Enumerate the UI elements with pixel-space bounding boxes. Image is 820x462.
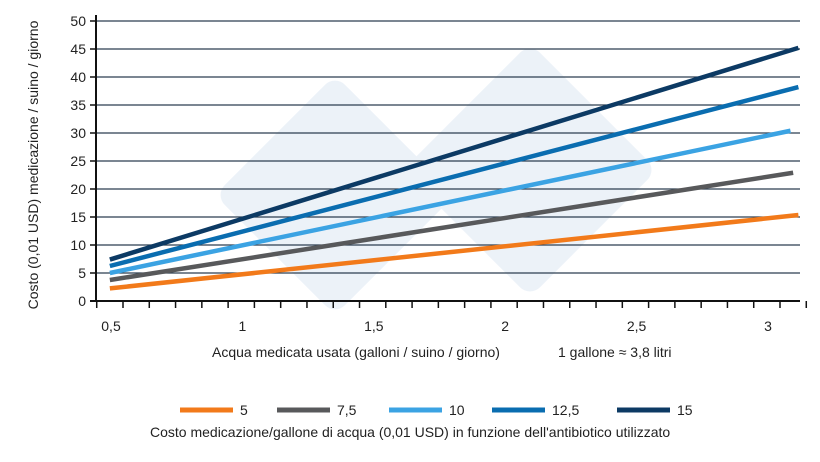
x-axis-label: Acqua medicata usata (galloni / suino / … [212, 344, 500, 360]
x-tick-label: 3 [764, 318, 772, 334]
x-tick-label: 1 [239, 318, 247, 334]
y-tick-label: 25 [70, 153, 86, 169]
y-tick-label: 40 [70, 69, 86, 85]
series-line-5 [109, 212, 799, 291]
x-tick-label: 0,5 [101, 318, 121, 334]
y-tick-label: 15 [70, 209, 86, 225]
x-tick-label: 2,5 [627, 318, 647, 334]
y-tick-label: 0 [78, 293, 86, 309]
y-tick-label: 20 [70, 181, 86, 197]
series-line-12,5 [109, 84, 799, 269]
y-tick-label: 50 [70, 13, 86, 29]
legend-label: 15 [677, 402, 693, 418]
x-tick-label: 2 [501, 318, 509, 334]
y-tick-label: 5 [78, 265, 86, 281]
legend-label: 7,5 [337, 402, 357, 418]
y-tick-label: 30 [70, 125, 86, 141]
y-axis-label: Costo (0,01 USD) medicazione / suino / g… [25, 20, 41, 309]
series-line-10 [109, 128, 791, 276]
legend-label: 10 [449, 402, 465, 418]
y-tick-label: 10 [70, 237, 86, 253]
y-tick-label: 35 [70, 97, 86, 113]
series-line-7,5 [109, 170, 794, 283]
legend-label: 12,5 [552, 402, 579, 418]
legend-label: 5 [240, 402, 248, 418]
series-line-15 [109, 45, 800, 262]
y-tick-label: 45 [70, 41, 86, 57]
legend-title: Costo medicazione/gallone di acqua (0,01… [150, 424, 670, 440]
x-axis-note: 1 gallone ≈ 3,8 litri [558, 344, 672, 360]
x-tick-label: 1,5 [364, 318, 384, 334]
